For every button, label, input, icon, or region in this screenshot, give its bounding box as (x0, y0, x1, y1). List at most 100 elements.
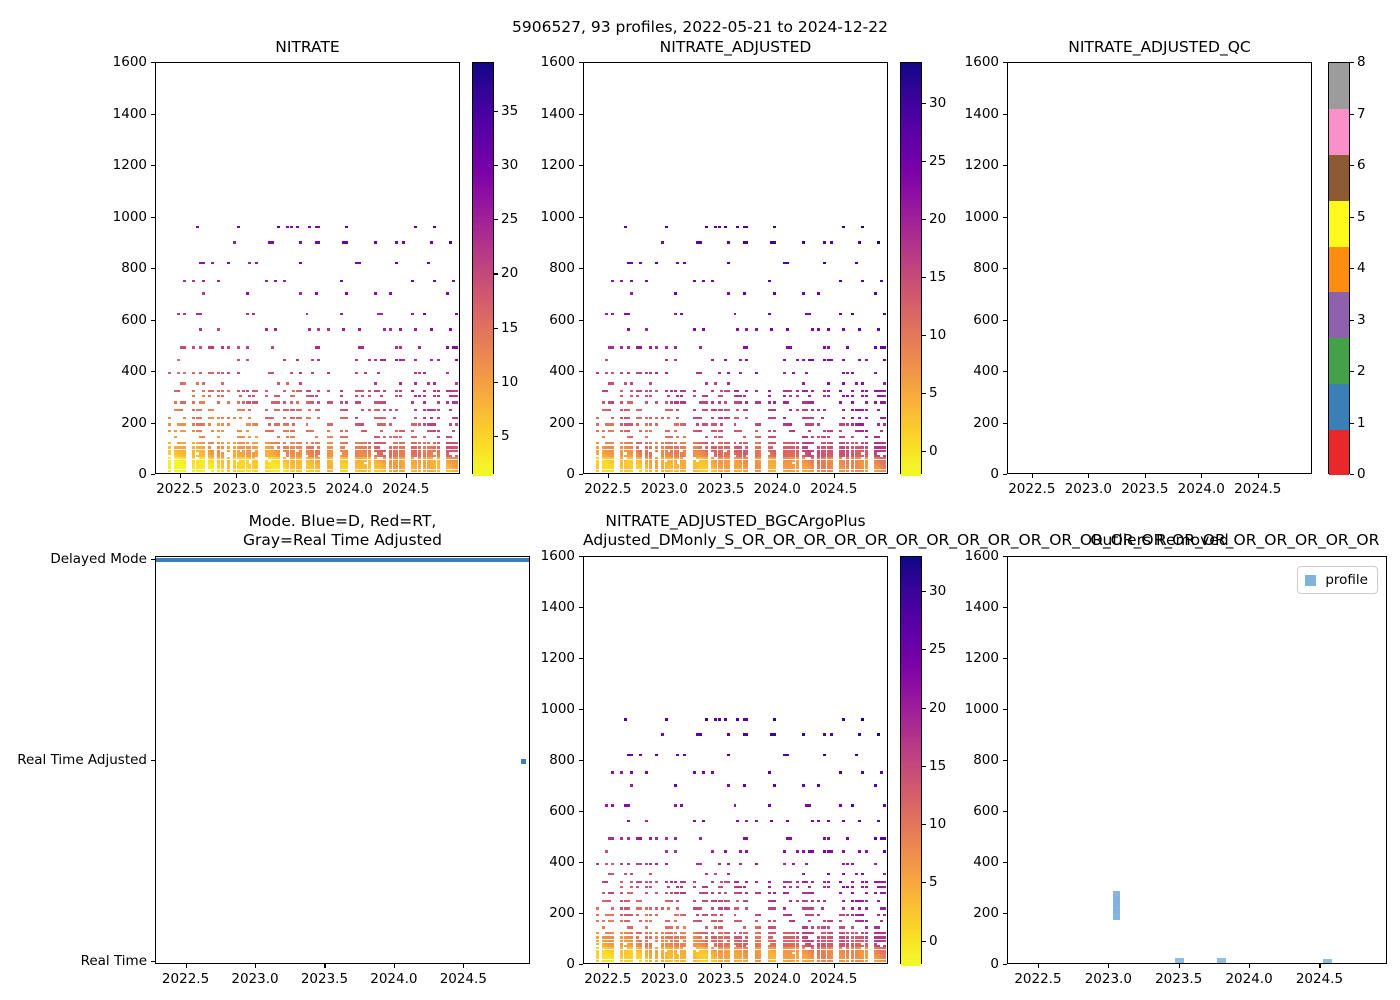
heatmap-cell (217, 459, 221, 462)
heatmap-cell (339, 461, 343, 464)
heatmap-cell (289, 446, 293, 449)
heatmap-cell (402, 469, 406, 473)
heatmap-cell (236, 449, 240, 453)
heatmap-cell (308, 452, 312, 455)
heatmap-cell (398, 441, 402, 444)
heatmap-cell (289, 225, 293, 229)
heatmap-cell (605, 423, 609, 426)
heatmap-cell (339, 454, 343, 458)
heatmap-cell (389, 466, 393, 470)
heatmap-cell (596, 446, 599, 449)
heatmap-cell (217, 435, 221, 439)
heatmap-cell (429, 446, 433, 449)
heatmap-cell (207, 346, 211, 349)
heatmap-cell (605, 441, 609, 444)
heatmap-cell (317, 409, 321, 412)
heatmap-cell (452, 469, 456, 473)
heatmap-cell (339, 464, 343, 467)
heatmap-cell (402, 456, 406, 460)
heatmap-cell (226, 389, 230, 393)
heatmap-cell (329, 469, 333, 473)
colorbar-nitrate[interactable] (472, 62, 494, 476)
heatmap-cell (179, 449, 183, 453)
heatmap-cell (276, 441, 280, 444)
heatmap-cell (177, 464, 181, 467)
heatmap-cell (292, 446, 296, 449)
heatmap-cell (217, 394, 221, 398)
heatmap-cell (211, 261, 215, 265)
heatmap-cell (398, 459, 402, 462)
panel-title-nitrate-adjusted: NITRATE_ADJUSTED (583, 38, 888, 56)
heatmap-cell (389, 464, 393, 467)
heatmap-cell (358, 446, 362, 449)
heatmap-cell (423, 409, 427, 412)
colorbar-band (473, 295, 493, 299)
heatmap-cell (251, 441, 255, 444)
heatmap-cell (395, 435, 399, 439)
heatmap-cell (427, 456, 431, 460)
heatmap-cell (596, 449, 599, 453)
colorbar-band (473, 181, 493, 185)
heatmap-cell (177, 423, 181, 426)
heatmap-cell (423, 389, 427, 393)
panel-nitrate-adjusted[interactable] (583, 62, 888, 474)
heatmap-cell (414, 435, 418, 439)
heatmap-cell (285, 409, 289, 412)
heatmap-cell (311, 441, 315, 444)
heatmap-cell (179, 441, 183, 444)
heatmap-cell (202, 382, 206, 385)
heatmap-cell (182, 312, 186, 316)
heatmap-cell (177, 446, 181, 449)
heatmap-cell (395, 441, 399, 444)
colorbar-band (473, 361, 493, 365)
colorbar-band (473, 470, 493, 474)
heatmap-cell (358, 389, 362, 393)
heatmap-cell (423, 469, 427, 473)
heatmap-cell (192, 454, 196, 458)
heatmap-cell (308, 394, 312, 398)
heatmap-cell (436, 461, 440, 464)
heatmap-cell (305, 429, 309, 432)
heatmap-cell (392, 441, 396, 444)
heatmap-cell (368, 456, 371, 460)
heatmap-cell (454, 416, 458, 420)
colorbar-band (473, 242, 493, 246)
heatmap-cell (368, 446, 371, 449)
colorbar-band (473, 380, 493, 384)
colorbar-band (473, 155, 493, 159)
heatmap-cell (433, 225, 437, 229)
heatmap-cell (339, 449, 343, 453)
colorbar-band (473, 378, 493, 382)
heatmap-cell (179, 346, 183, 349)
heatmap-cell (273, 423, 277, 426)
heatmap-cell (374, 469, 378, 473)
heatmap-cell (392, 456, 396, 460)
heatmap-cell (211, 461, 215, 464)
heatmap-cell (168, 461, 171, 464)
heatmap-cell (376, 454, 380, 458)
heatmap-cell (417, 449, 421, 453)
heatmap-cell (192, 279, 196, 282)
heatmap-cell (427, 261, 431, 265)
heatmap-cell (354, 371, 358, 375)
heatmap-cell (276, 466, 280, 470)
heatmap-cell (248, 466, 252, 470)
heatmap-cell (242, 466, 246, 470)
heatmap-cell (354, 456, 358, 460)
heatmap-cell (276, 446, 280, 449)
heatmap-cell (248, 464, 252, 467)
heatmap-cell (376, 461, 380, 464)
heatmap-cell (607, 466, 611, 470)
heatmap-cell (267, 466, 271, 470)
heatmap-cell (267, 464, 271, 467)
heatmap-cell (454, 464, 458, 467)
heatmap-cell (329, 466, 333, 470)
heatmap-cell (177, 449, 181, 453)
heatmap-cell (601, 454, 605, 458)
heatmap-cell (179, 382, 183, 385)
heatmap-cell (199, 464, 202, 467)
heatmap-cell (358, 459, 362, 462)
panel-nitrate[interactable] (155, 62, 460, 474)
heatmap-cell (255, 441, 259, 444)
heatmap-cell (433, 446, 437, 449)
